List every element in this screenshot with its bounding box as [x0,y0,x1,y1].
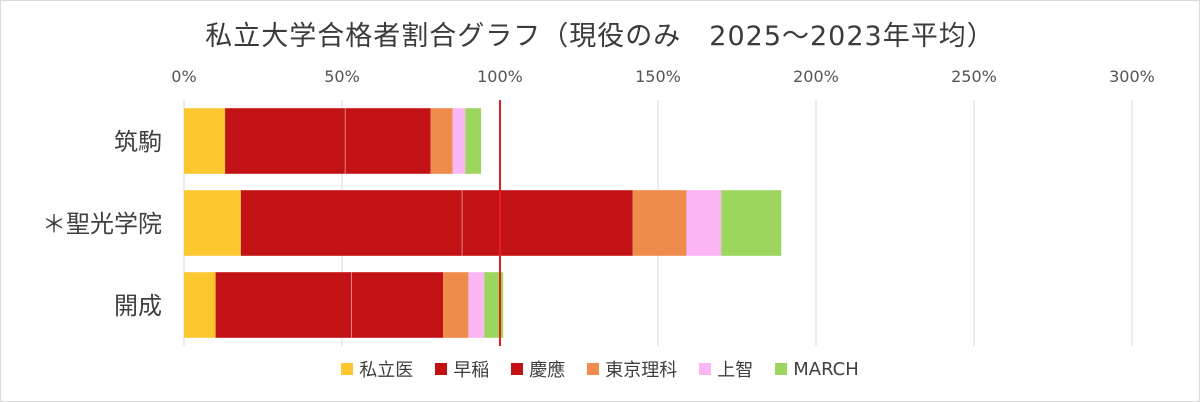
category-label: ＊聖光学院 [42,210,162,238]
bar-segment [430,108,453,174]
bar-segment [184,108,226,174]
legend-swatch [587,363,600,375]
legend-label: 早稲 [453,360,490,381]
legend-item: MARCH [775,356,859,382]
x-tick-label: 0% [171,67,196,86]
bar-segment [462,190,633,256]
legend-swatch [511,363,524,375]
category-label: 筑駒 [114,128,162,156]
x-tick-label: 50% [324,67,360,86]
x-tick-label: 100% [477,67,523,86]
x-tick-label: 250% [951,67,997,86]
bar-segment [632,190,687,256]
bar-segment [351,272,444,338]
category-label: 開成 [114,292,162,320]
bar-segment [184,272,216,338]
legend-label: 私立医 [359,360,414,381]
legend-label: 上智 [717,360,754,381]
legend-label: 慶應 [529,360,566,381]
bar-segment [215,272,352,338]
legend-swatch [775,363,788,375]
bar-segment [721,190,782,256]
legend-item: 早稲 [435,356,489,382]
bar-segment [452,108,466,174]
x-tick-label: 150% [635,67,681,86]
x-tick-label: 200% [793,67,839,86]
bar-segment [184,190,241,256]
legend-item: 東京理科 [587,356,677,382]
legend-label: 東京理科 [605,360,678,381]
bar-segment [465,108,482,174]
chart-legend: 私立医 早稲 慶應 東京理科 上智 MARCH [0,356,1200,382]
legend-item: 慶應 [511,356,565,382]
legend-swatch [699,363,712,375]
legend-swatch [435,363,448,375]
bar-segment [468,272,485,338]
bar-segment [686,190,722,256]
bar-segment [443,272,469,338]
legend-item: 上智 [699,356,753,382]
legend-item: 私立医 [341,356,413,382]
bar-segment [240,190,463,256]
bar-segment [484,272,504,338]
chart-title: 私立大学合格者割合グラフ（現役のみ 2025〜2023年平均） [205,21,995,52]
bar-segment [225,108,346,174]
bar-segment [345,108,431,174]
legend-label: MARCH [793,358,859,380]
x-tick-label: 300% [1109,67,1155,86]
legend-swatch [341,363,354,375]
